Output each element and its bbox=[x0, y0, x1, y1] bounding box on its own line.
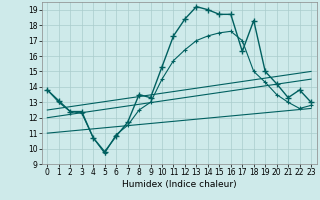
X-axis label: Humidex (Indice chaleur): Humidex (Indice chaleur) bbox=[122, 180, 236, 189]
